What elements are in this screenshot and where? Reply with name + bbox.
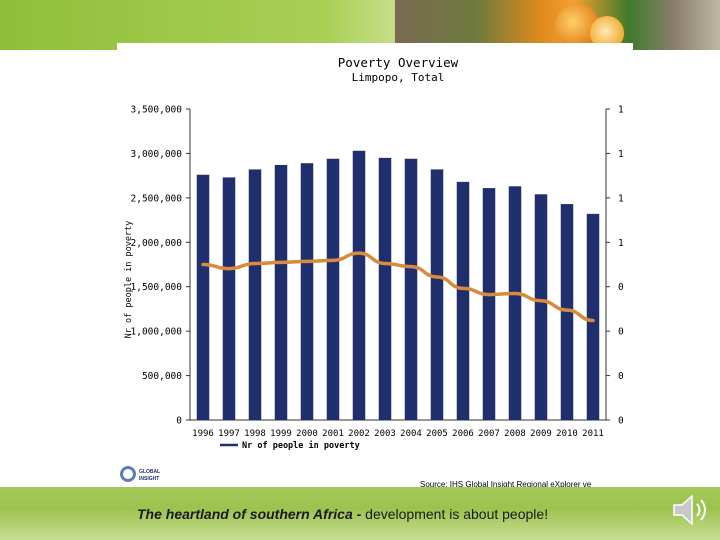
bar [456, 181, 470, 420]
speaker-icon[interactable] [668, 488, 712, 532]
x-tick-label: 2008 [504, 429, 526, 439]
tagline: The heartland of southern Africa - devel… [137, 506, 548, 522]
logo-text-2: INSIGHT [139, 476, 159, 482]
y2-tick-label: 1 [618, 193, 624, 204]
x-tick-label: 1999 [270, 429, 292, 439]
x-tick-label: 1997 [218, 429, 240, 439]
bar [300, 163, 314, 420]
bar [274, 164, 288, 420]
bar [482, 188, 496, 420]
y-tick-label: 2,500,000 [131, 193, 183, 204]
logo-text-1: GLOBAL [139, 469, 160, 475]
y-tick-label: 1,500,000 [131, 282, 183, 293]
legend-label: Nr of people in poverty [242, 440, 360, 451]
y2-tick-label: 0 [618, 282, 624, 293]
chart-panel: Poverty Overview Limpopo, Total 0 500,000 1,… [117, 43, 633, 490]
x-tick-label: 2000 [296, 429, 318, 439]
y2-tick-label: 1 [618, 238, 624, 249]
tagline-bold: The heartland of southern Africa - [137, 506, 362, 522]
y-tick-label: 3,000,000 [131, 149, 183, 160]
bar [222, 177, 236, 420]
bar [352, 150, 366, 420]
x-tick-label: 2006 [452, 429, 474, 439]
y-tick-label: 3,500,000 [131, 105, 183, 116]
y2-tick-label: 0 [618, 416, 624, 427]
y-axis-label: Nr of people in poverty [124, 221, 134, 339]
x-tick-label: 2003 [374, 429, 396, 439]
y2-tick-label: 1 [618, 105, 624, 116]
bar [404, 158, 418, 420]
x-tick-label: 2002 [348, 429, 370, 439]
x-tick-label: 2009 [530, 429, 552, 439]
y-tick-label: 500,000 [142, 371, 182, 382]
chart-subtitle: Limpopo, Total [352, 71, 445, 84]
y-tick-label: 2,000,000 [131, 238, 183, 249]
y-tick-label: 1,000,000 [131, 327, 183, 338]
bar [586, 213, 600, 420]
x-tick-label: 2004 [400, 429, 422, 439]
line-series [201, 251, 595, 323]
bottom-band [0, 487, 720, 540]
bar [196, 174, 210, 420]
bar [560, 204, 574, 420]
bar [248, 169, 262, 420]
bar [430, 169, 444, 420]
x-tick-label: 1996 [192, 429, 214, 439]
bar [534, 194, 548, 420]
x-tick-label: 1998 [244, 429, 266, 439]
source-note: Source: IHS Global Insight Regional eXpl… [420, 480, 592, 489]
tagline-rest: development is about people! [361, 506, 549, 522]
x-tick-label: 2011 [582, 429, 604, 439]
global-insight-logo: GLOBAL INSIGHT [120, 466, 160, 482]
chart-title: Poverty Overview [338, 55, 459, 70]
bar [508, 186, 522, 420]
y-tick-label: 0 [176, 416, 182, 427]
y2-tick-label: 1 [618, 149, 624, 160]
bar [378, 157, 392, 420]
banner-photo [395, 0, 720, 50]
x-tick-label: 2010 [556, 429, 578, 439]
y2-tick-label: 0 [618, 371, 624, 382]
x-tick-label: 2001 [322, 429, 344, 439]
x-tick-label: 2005 [426, 429, 448, 439]
x-tick-label: 2007 [478, 429, 500, 439]
y2-tick-label: 0 [618, 327, 624, 338]
bar [326, 158, 340, 420]
